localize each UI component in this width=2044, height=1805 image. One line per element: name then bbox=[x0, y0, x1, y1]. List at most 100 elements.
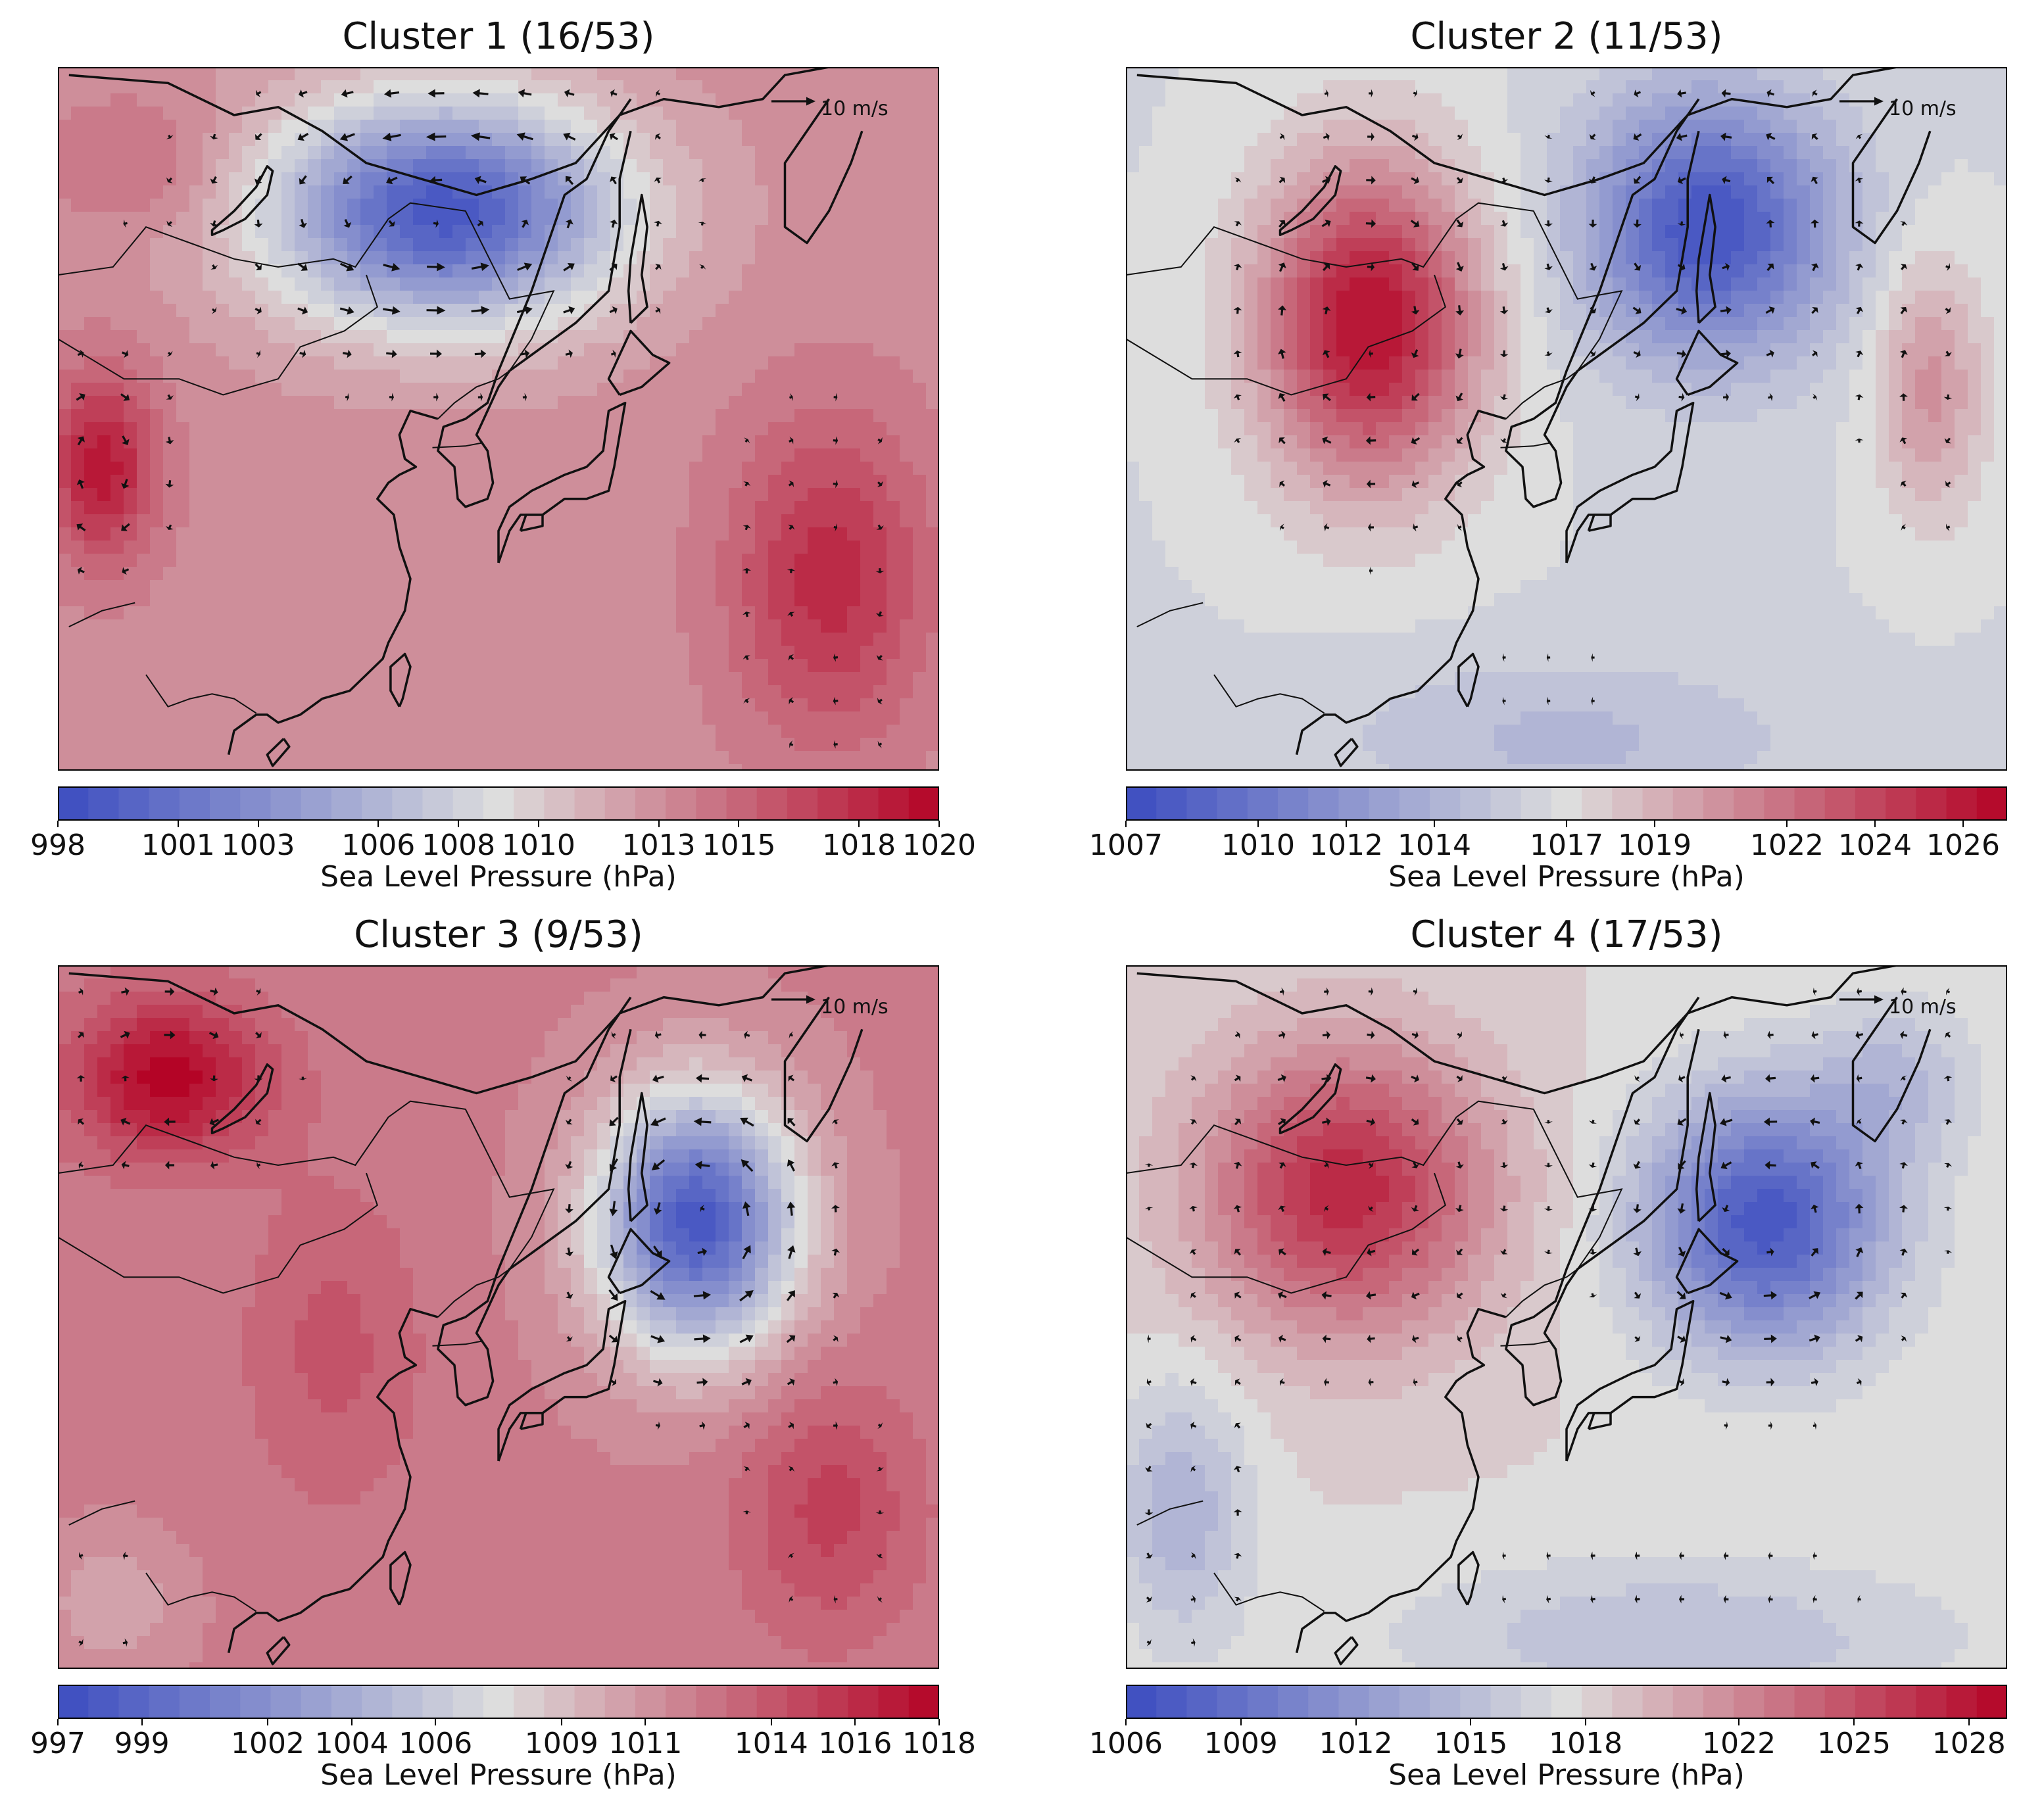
pressure-cell bbox=[584, 435, 598, 449]
pressure-cell bbox=[255, 711, 269, 725]
pressure-cell bbox=[900, 277, 913, 291]
pressure-cell bbox=[84, 343, 98, 357]
pressure-cell bbox=[702, 330, 716, 344]
colorbar-segment bbox=[514, 786, 545, 821]
pressure-cell bbox=[1547, 225, 1561, 239]
pressure-cell bbox=[150, 462, 164, 475]
pressure-cell bbox=[545, 330, 558, 344]
pressure-cell bbox=[334, 448, 348, 462]
pressure-cell bbox=[492, 448, 506, 462]
pressure-cell bbox=[755, 199, 769, 212]
pressure-cell bbox=[926, 672, 939, 686]
pressure-cell bbox=[1310, 264, 1324, 278]
pressure-cell bbox=[203, 146, 216, 160]
pressure-cell bbox=[518, 317, 532, 331]
pressure-cell bbox=[84, 606, 98, 620]
pressure-cell bbox=[847, 330, 861, 344]
pressure-cell bbox=[84, 751, 98, 765]
pressure-cell bbox=[1810, 264, 1824, 278]
pressure-cell bbox=[1152, 172, 1166, 186]
pressure-cell bbox=[203, 251, 216, 265]
pressure-cell bbox=[768, 93, 782, 107]
pressure-cell bbox=[137, 370, 151, 383]
pressure-cell bbox=[426, 67, 440, 81]
pressure-cell bbox=[58, 514, 72, 528]
pressure-cell bbox=[413, 80, 427, 94]
pressure-cell bbox=[163, 462, 177, 475]
pressure-cell bbox=[203, 751, 216, 765]
pressure-cell bbox=[1573, 80, 1587, 94]
pressure-cell bbox=[189, 107, 203, 120]
pressure-cell bbox=[229, 633, 243, 646]
pressure-cell bbox=[216, 488, 230, 502]
pressure-cell bbox=[84, 317, 98, 331]
pressure-cell bbox=[176, 448, 190, 462]
pressure-cell bbox=[689, 370, 703, 383]
pressure-cell bbox=[768, 107, 782, 120]
pressure-cell bbox=[97, 159, 111, 173]
pressure-cell bbox=[58, 172, 72, 186]
pressure-cell bbox=[71, 764, 85, 771]
pressure-cell bbox=[176, 120, 190, 133]
wind-arrow bbox=[299, 175, 307, 185]
pressure-cell bbox=[1455, 67, 1469, 81]
pressure-cell bbox=[794, 672, 808, 686]
pressure-cell bbox=[203, 370, 216, 383]
pressure-cell bbox=[676, 725, 690, 738]
pressure-cell bbox=[466, 725, 479, 738]
pressure-cell bbox=[887, 146, 900, 160]
wind-arrow bbox=[471, 262, 489, 272]
pressure-cell bbox=[439, 711, 453, 725]
pressure-cell bbox=[137, 685, 151, 699]
pressure-cell bbox=[124, 698, 137, 712]
coastline bbox=[783, 98, 864, 245]
pressure-cell bbox=[518, 554, 532, 567]
pressure-cell bbox=[637, 93, 650, 107]
pressure-cell bbox=[216, 672, 230, 686]
pressure-cell bbox=[176, 199, 190, 212]
pressure-cell bbox=[834, 422, 848, 436]
pressure-cell bbox=[426, 80, 440, 94]
pressure-cell bbox=[729, 725, 742, 738]
pressure-cell bbox=[610, 277, 624, 291]
pressure-cell bbox=[360, 514, 374, 528]
pressure-cell bbox=[1126, 107, 1140, 120]
pressure-cell bbox=[295, 277, 308, 291]
pressure-cell bbox=[873, 554, 887, 567]
pressure-cell bbox=[1507, 172, 1521, 186]
pressure-cell bbox=[834, 527, 848, 541]
pressure-cell bbox=[1718, 238, 1732, 252]
pressure-cell bbox=[1928, 67, 1942, 81]
pressure-cell bbox=[729, 409, 742, 423]
pressure-cell bbox=[176, 185, 190, 199]
pressure-cell bbox=[1415, 225, 1429, 239]
pressure-cell bbox=[466, 199, 479, 212]
pressure-cell bbox=[702, 277, 716, 291]
pressure-cell bbox=[216, 343, 230, 357]
pressure-cell bbox=[545, 304, 558, 318]
pressure-cell bbox=[531, 422, 545, 436]
pressure-cell bbox=[873, 212, 887, 226]
pressure-cell bbox=[1784, 67, 1797, 81]
pressure-cell bbox=[1192, 107, 1205, 120]
pressure-cell bbox=[1350, 133, 1363, 147]
pressure-cell bbox=[492, 659, 506, 673]
pressure-cell bbox=[1271, 199, 1284, 212]
pressure-cell bbox=[176, 304, 190, 318]
pressure-cell bbox=[439, 448, 453, 462]
pressure-cell bbox=[847, 501, 861, 515]
pressure-cell bbox=[623, 593, 637, 607]
pressure-cell bbox=[1784, 185, 1797, 199]
pressure-cell bbox=[1784, 277, 1797, 291]
pressure-cell bbox=[110, 751, 124, 765]
pressure-cell bbox=[1231, 291, 1245, 304]
pressure-cell bbox=[597, 383, 611, 397]
pressure-cell bbox=[268, 356, 282, 370]
wind-arrow bbox=[382, 306, 401, 315]
pressure-cell bbox=[571, 304, 585, 318]
pressure-cell bbox=[887, 633, 900, 646]
pressure-cell bbox=[1455, 93, 1469, 107]
pressure-cell bbox=[887, 422, 900, 436]
pressure-cell bbox=[321, 93, 335, 107]
pressure-cell bbox=[492, 646, 506, 660]
